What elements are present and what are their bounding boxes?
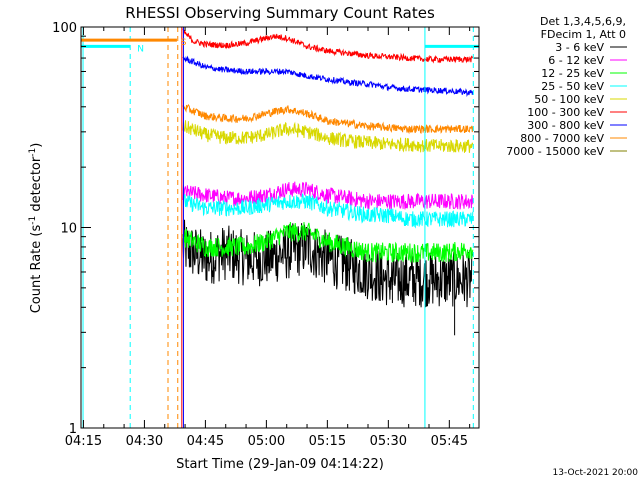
series-layer [182,28,474,336]
x-axis-label: Start Time (29-Jan-09 04:14:22) [176,457,384,472]
x-tick-label-0: 04:15 [65,434,102,449]
series-line-6 [182,55,474,98]
x-tick-label-2: 04:45 [187,434,224,449]
legend-entry-0: 3 - 6 keV [555,41,604,54]
level-line-label-0: S [181,38,187,48]
y-tick-label-1: 10 [60,222,77,237]
x-tick-label-6: 05:45 [431,434,468,449]
level-line-label-1: N [137,44,144,54]
y-axis-label: Count Rate (s-1 detector-1) [28,143,44,314]
x-tick-label-4: 05:15 [309,434,346,449]
legend-entry-7: 800 - 7000 keV [520,132,604,145]
legend-entry-1: 6 - 12 keV [548,54,604,67]
legend-entry-3: 25 - 50 keV [541,80,604,93]
legend-entry-4: 50 - 100 keV [534,93,604,106]
chart-title: RHESSI Observing Summary Count Rates [125,4,435,22]
flag-layer: SN [81,27,479,428]
y-tick-label-2: 100 [52,21,77,36]
timestamp: 13-Oct-2021 20:00 [553,468,639,478]
series-line-4 [182,120,474,153]
legend-entry-5: 100 - 300 keV [527,106,604,119]
legend-entry-6: 300 - 800 keV [527,119,604,132]
legend: Det 1,3,4,5,6,9,FDecim 1, Att 03 - 6 keV… [506,15,627,158]
axis-layer: 04:15 04:30 04:45 05:00 05:15 05:30 05:45 1 10 10… [52,21,479,449]
legend-title-0: Det 1,3,4,5,6,9, [540,15,626,28]
legend-title-1: FDecim 1, Att 0 [541,28,626,41]
x-tick-label-3: 05:00 [248,434,285,449]
legend-entry-2: 12 - 25 keV [541,67,604,80]
plot-frame [80,26,480,429]
y-tick-label-0: 1 [69,422,77,437]
x-tick-label-1: 04:30 [126,434,163,449]
series-line-7 [182,104,474,135]
legend-entry-8: 7000 - 15000 keV [506,145,604,158]
x-tick-label-5: 05:30 [370,434,407,449]
